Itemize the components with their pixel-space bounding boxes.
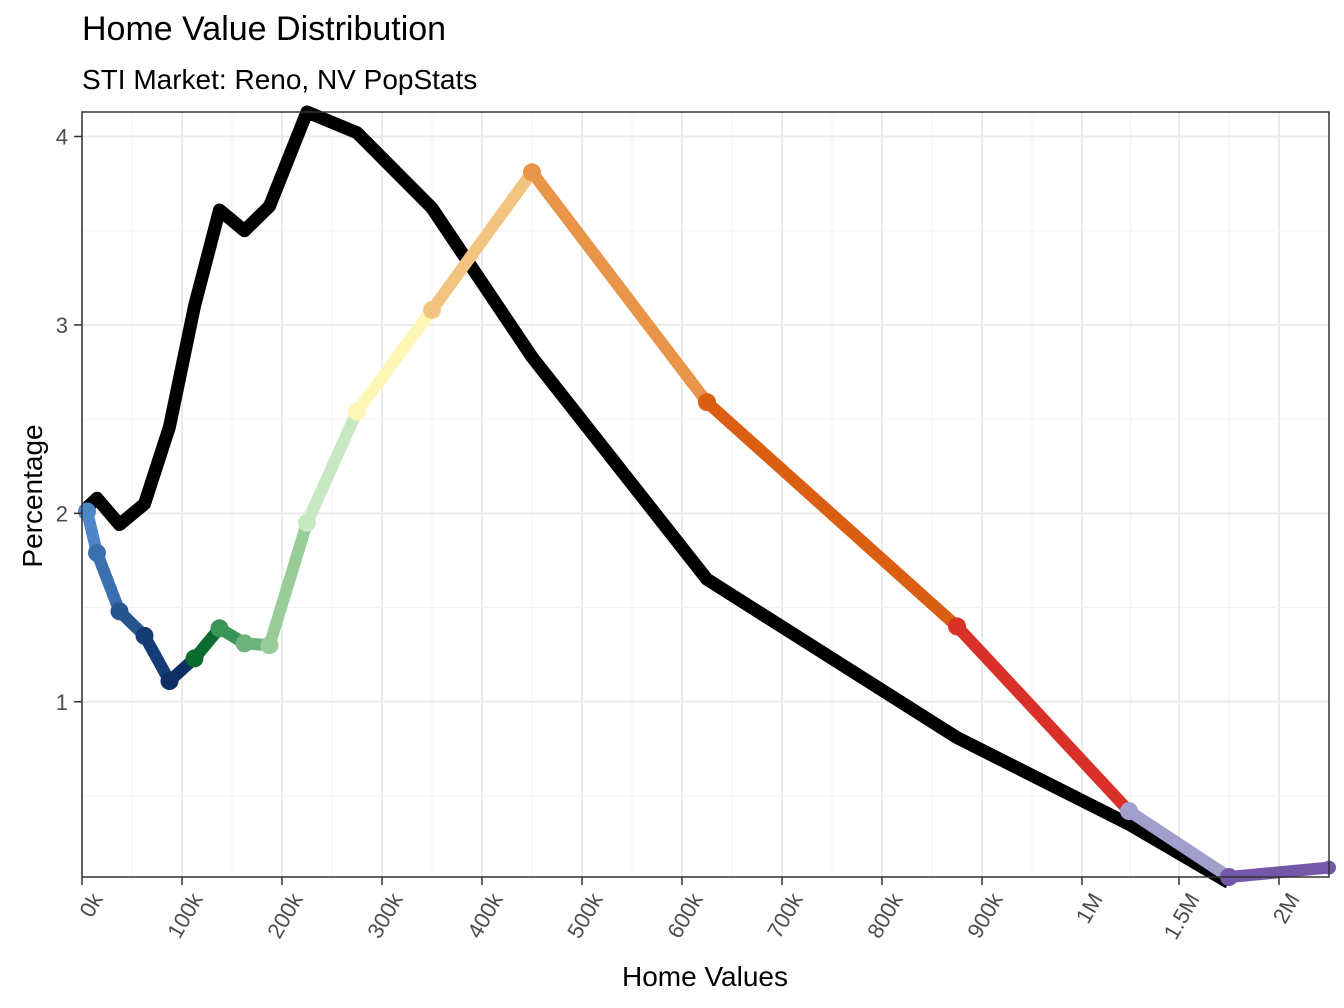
series-point <box>110 602 129 621</box>
series-point <box>135 626 154 645</box>
chart-subtitle: STI Market: Reno, NV PopStats <box>82 64 478 95</box>
grid <box>81 112 1329 877</box>
series-segment <box>91 546 126 618</box>
panel-border <box>81 111 1330 878</box>
series-point <box>235 634 254 653</box>
series-point <box>78 502 96 521</box>
series-point <box>948 617 966 636</box>
series-point <box>185 649 204 668</box>
series-segment <box>526 166 713 409</box>
series-segment <box>1223 861 1335 883</box>
y-tick-label: 4 <box>56 124 68 149</box>
series-segment <box>301 405 363 529</box>
series-segment <box>701 396 963 633</box>
series-point <box>298 513 316 532</box>
series-point <box>348 402 366 421</box>
y-tick-label: 3 <box>56 313 68 338</box>
x-tick-label: 800k <box>862 888 908 943</box>
x-tick-label: 1M <box>1071 889 1108 928</box>
series-line-black <box>82 105 1233 889</box>
x-tick-label: 900k <box>962 888 1008 943</box>
x-tick-label: 400k <box>462 888 508 943</box>
series-point <box>523 163 541 182</box>
x-tick-label: 0k <box>74 888 108 921</box>
x-tick-label: 1.5M <box>1159 889 1205 944</box>
x-tick-label: 300k <box>362 888 408 943</box>
series-point <box>88 543 106 562</box>
series-segment <box>263 516 313 652</box>
series-point <box>1120 802 1138 821</box>
series-segment <box>951 620 1135 818</box>
x-axis-title: Home Values <box>622 961 788 992</box>
series-segment <box>426 166 538 316</box>
x-tick-label: 2M <box>1268 889 1305 928</box>
series-segment <box>1123 805 1235 883</box>
series-point <box>210 619 229 638</box>
y-tick-label: 2 <box>56 501 68 526</box>
x-tick-label: 100k <box>162 888 208 943</box>
x-tick-label: 700k <box>762 888 808 943</box>
x-tick-label: 600k <box>662 888 708 943</box>
x-tick-label: 500k <box>562 888 608 943</box>
series-point <box>260 636 279 655</box>
data-lines <box>78 105 1336 889</box>
series-point <box>423 300 441 319</box>
x-tick-label: 200k <box>262 888 308 943</box>
y-tick-label: 1 <box>56 690 68 715</box>
series-segment <box>351 303 438 418</box>
series-point <box>160 672 179 691</box>
y-axis-title: Percentage <box>17 424 48 567</box>
chart-title: Home Value Distribution <box>82 10 447 48</box>
series-point <box>698 393 716 412</box>
